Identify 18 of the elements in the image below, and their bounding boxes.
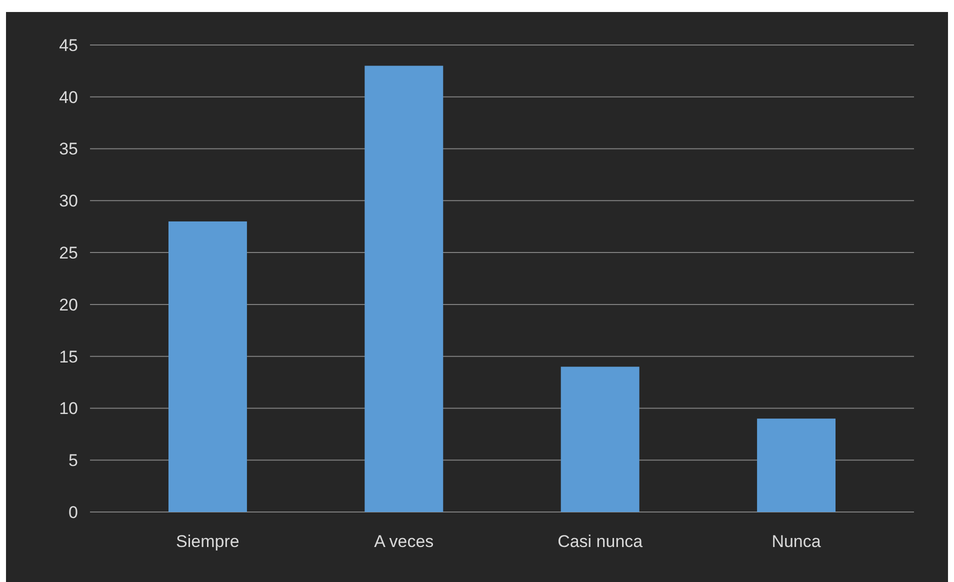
y-tick-label: 45 [59,36,78,55]
y-tick-label: 15 [59,347,78,366]
y-tick-label: 5 [68,451,78,470]
y-tick-label: 30 [59,192,78,211]
y-tick-label: 40 [59,88,78,107]
x-tick-label: Casi nunca [558,532,644,551]
y-tick-label: 10 [59,399,78,418]
y-tick-label: 20 [59,295,78,314]
x-tick-label: A veces [374,532,434,551]
y-tick-label: 0 [68,502,78,522]
y-tick-label: 35 [59,140,78,159]
y-tick-label: 25 [59,244,78,263]
bar [757,418,836,512]
bar [364,66,444,512]
bar [168,221,247,512]
x-tick-label: Siempre [176,532,240,551]
bar [560,366,640,512]
x-tick-label: Nunca [772,532,822,551]
